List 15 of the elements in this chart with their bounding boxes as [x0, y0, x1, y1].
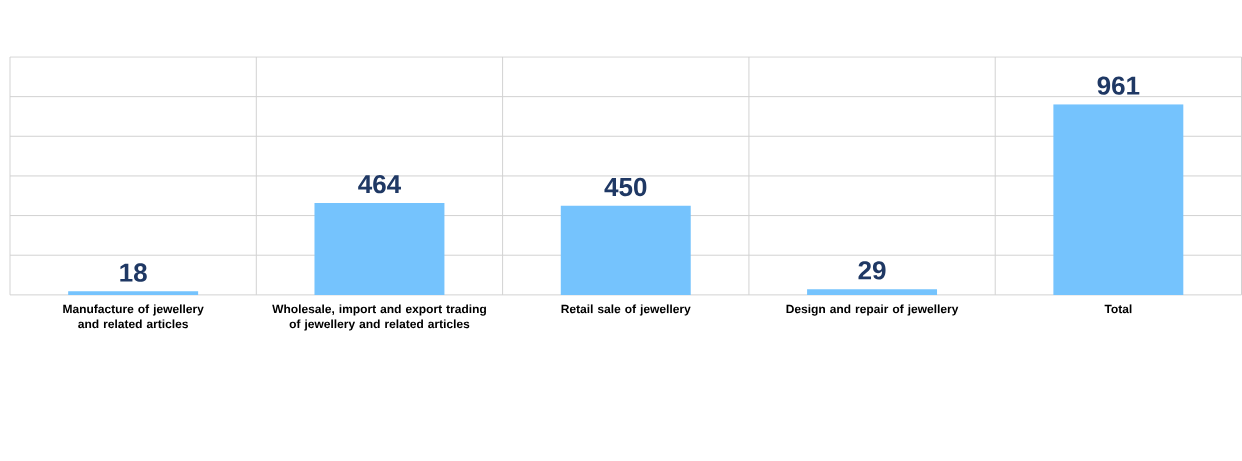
data-label: 29 — [858, 261, 886, 280]
data-label: 18 — [120, 263, 147, 282]
x-tick-label: Retail sale of jewellery — [561, 304, 691, 316]
bar — [314, 202, 445, 295]
data-label: 450 — [604, 177, 647, 197]
bar — [807, 289, 938, 295]
bar — [68, 291, 199, 295]
x-tick-label: Total — [1104, 304, 1132, 314]
data-label: 961 — [1097, 76, 1140, 95]
x-tick-label: Manufacture of jewellery and related articles — [63, 304, 204, 329]
x-tick-label: Wholesale, import and export trading of jewellery and related articles — [272, 304, 486, 331]
bar — [560, 205, 691, 295]
bar — [1053, 104, 1184, 295]
data-label: 464 — [358, 175, 401, 194]
x-tick-label: Design and repair of jewellery — [786, 304, 959, 316]
